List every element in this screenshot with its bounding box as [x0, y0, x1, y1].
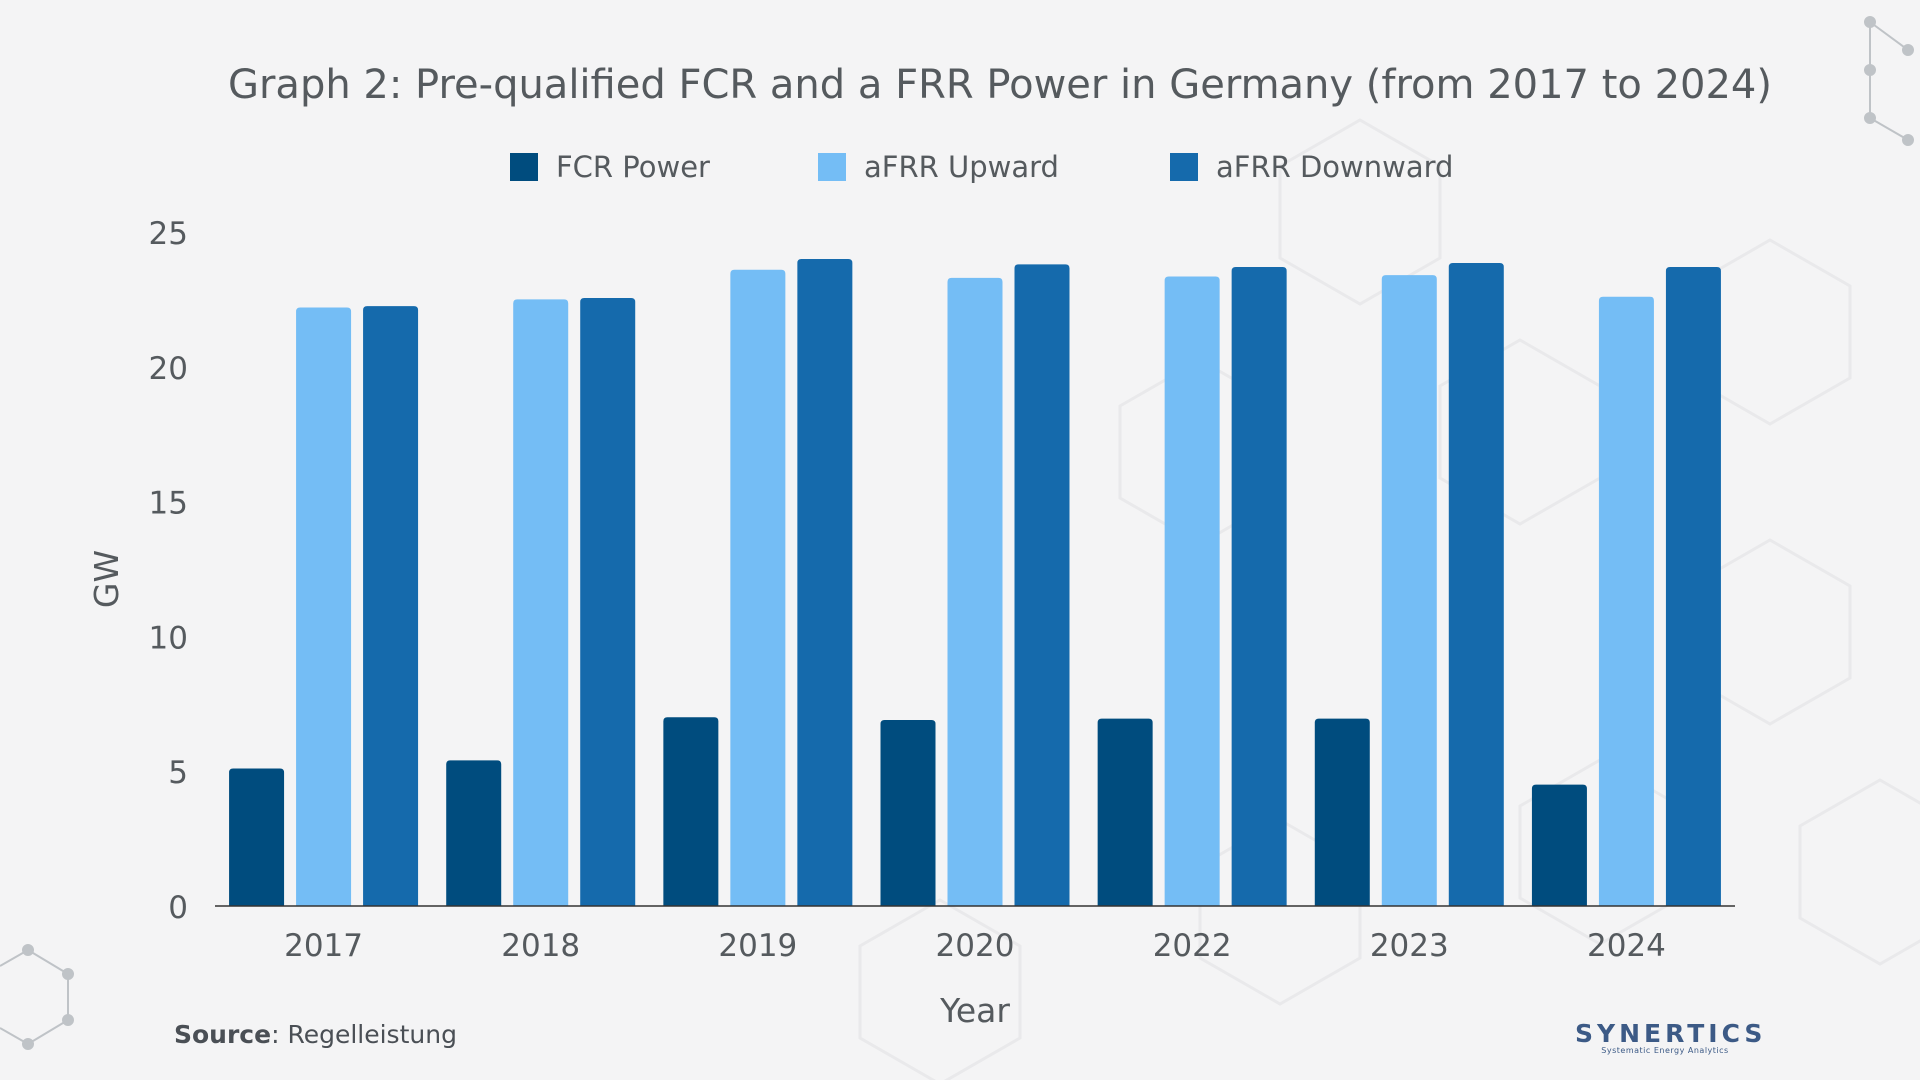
bar-afrr-downward-2018	[580, 298, 636, 906]
bar-afrr-downward-2023	[1448, 263, 1504, 906]
bar-afrr-upward-2023	[1381, 275, 1437, 906]
y-tick-label: 10	[149, 620, 188, 656]
x-tick-label: 2023	[1370, 928, 1449, 964]
bar-fcr-power-2017	[229, 768, 285, 906]
source-text: : Regelleistung	[271, 1020, 457, 1049]
legend-label-afrr-downward: aFRR Downward	[1216, 150, 1454, 184]
synertics-logo: SYNERTICS Systematic Energy Analytics	[1575, 1019, 1767, 1055]
x-tick-label: 2018	[501, 928, 580, 964]
x-tick-label: 2024	[1587, 928, 1666, 964]
bar-fcr-power-2022	[1097, 718, 1153, 906]
bar-fcr-power-2023	[1314, 718, 1370, 906]
bar-afrr-upward-2017	[296, 307, 352, 906]
bar-fcr-power-2019	[663, 717, 719, 906]
bar-afrr-downward-2022	[1231, 267, 1287, 907]
source-label: Source	[174, 1020, 272, 1049]
bar-fcr-power-2024	[1531, 784, 1587, 906]
x-tick-label: 2020	[936, 928, 1015, 964]
bar-afrr-upward-2019	[730, 269, 786, 906]
logo-tagline: Systematic Energy Analytics	[1601, 1046, 1729, 1055]
legend-label-fcr-power: FCR Power	[556, 150, 710, 184]
legend-label-afrr-upward: aFRR Upward	[864, 150, 1059, 184]
bar-afrr-downward-2017	[363, 306, 419, 906]
x-tick-label: 2017	[284, 928, 363, 964]
bar-afrr-upward-2020	[947, 277, 1003, 906]
legend-item-afrr-downward: aFRR Downward	[1170, 150, 1453, 184]
bar-afrr-downward-2024	[1665, 267, 1721, 907]
molecule-decoration-top-right	[1864, 16, 1914, 146]
y-tick-label: 5	[168, 755, 188, 791]
x-tick-label: 2019	[718, 928, 797, 964]
bar-afrr-downward-2019	[797, 258, 853, 907]
y-tick-label: 15	[149, 486, 188, 522]
legend-item-afrr-upward: aFRR Upward	[818, 150, 1059, 184]
source-note: Source: Regelleistung	[174, 1020, 457, 1049]
bar-afrr-upward-2024	[1598, 296, 1654, 907]
y-tick-label: 20	[149, 351, 188, 387]
legend-swatch-afrr-downward	[1170, 153, 1198, 181]
y-axis-label: GW	[87, 550, 126, 608]
legend-swatch-fcr-power	[510, 153, 538, 181]
x-axis-label: Year	[939, 991, 1010, 1030]
bar-afrr-upward-2018	[513, 299, 569, 906]
y-tick-label: 25	[149, 216, 188, 252]
bar-afrr-downward-2020	[1014, 264, 1070, 906]
chart-title: Graph 2: Pre-qualified FCR and a FRR Pow…	[227, 62, 1772, 108]
chart-legend: FCR Power aFRR Upward aFRR Downward	[0, 150, 1920, 186]
legend-swatch-afrr-upward	[818, 153, 846, 181]
molecule-decoration-bottom-left	[0, 944, 74, 1050]
bar-afrr-upward-2022	[1164, 276, 1220, 906]
bar-fcr-power-2018	[446, 760, 502, 906]
legend-item-fcr-power: FCR Power	[510, 150, 710, 184]
bar-fcr-power-2020	[880, 719, 936, 906]
logo-name: SYNERTICS	[1575, 1019, 1767, 1048]
x-tick-label: 2022	[1153, 928, 1232, 964]
y-tick-label: 0	[168, 890, 188, 926]
